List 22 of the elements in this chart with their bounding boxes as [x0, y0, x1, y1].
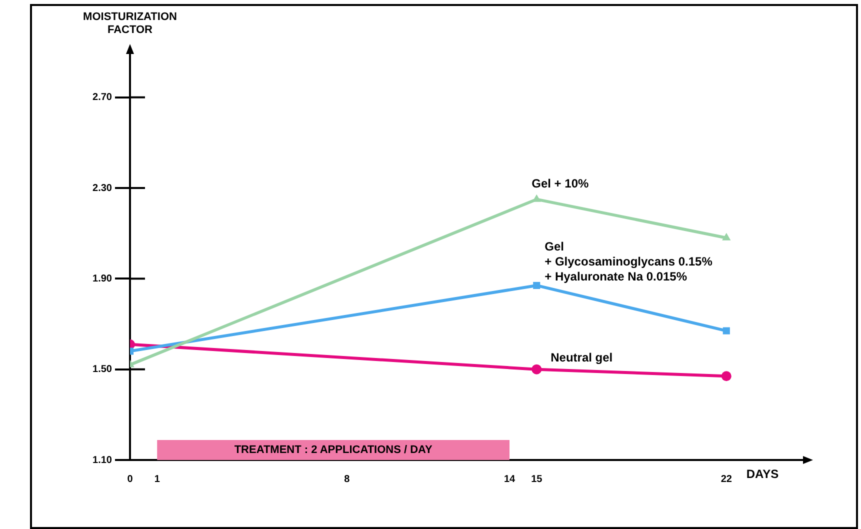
point — [533, 282, 540, 289]
y-tick-label: 2.70 — [92, 92, 112, 104]
y-tick-label: 1.10 — [92, 454, 112, 466]
x-axis-title: DAYS — [746, 467, 779, 481]
x-tick-label: 22 — [720, 474, 732, 485]
y-tick-label: 1.90 — [92, 273, 112, 284]
y-tick-label: 1.50 — [92, 364, 112, 376]
point — [722, 232, 731, 240]
x-tick-label: 0 — [127, 474, 134, 485]
series-label: Gel + 10% — [532, 176, 589, 190]
series-label: Neutral gel — [550, 350, 613, 364]
point — [721, 371, 732, 382]
point — [532, 364, 542, 374]
series-label: Gel + Glycosaminoglycans 0.15% + Hyaluronate Na 0.015% — [544, 239, 713, 284]
band-label: TREATMENT : 2 APPLICATIONS / DAY — [234, 444, 433, 456]
x-tick-label: 14 — [504, 474, 516, 485]
y-axis-title: MOISTURIZATION FACTOR — [83, 11, 177, 36]
point — [722, 327, 730, 334]
x-tick-label: 1 — [154, 474, 160, 485]
x-tick-label: 8 — [344, 474, 350, 485]
y-tick-label: 2.30 — [92, 182, 112, 194]
x-tick-label: 15 — [531, 474, 543, 485]
